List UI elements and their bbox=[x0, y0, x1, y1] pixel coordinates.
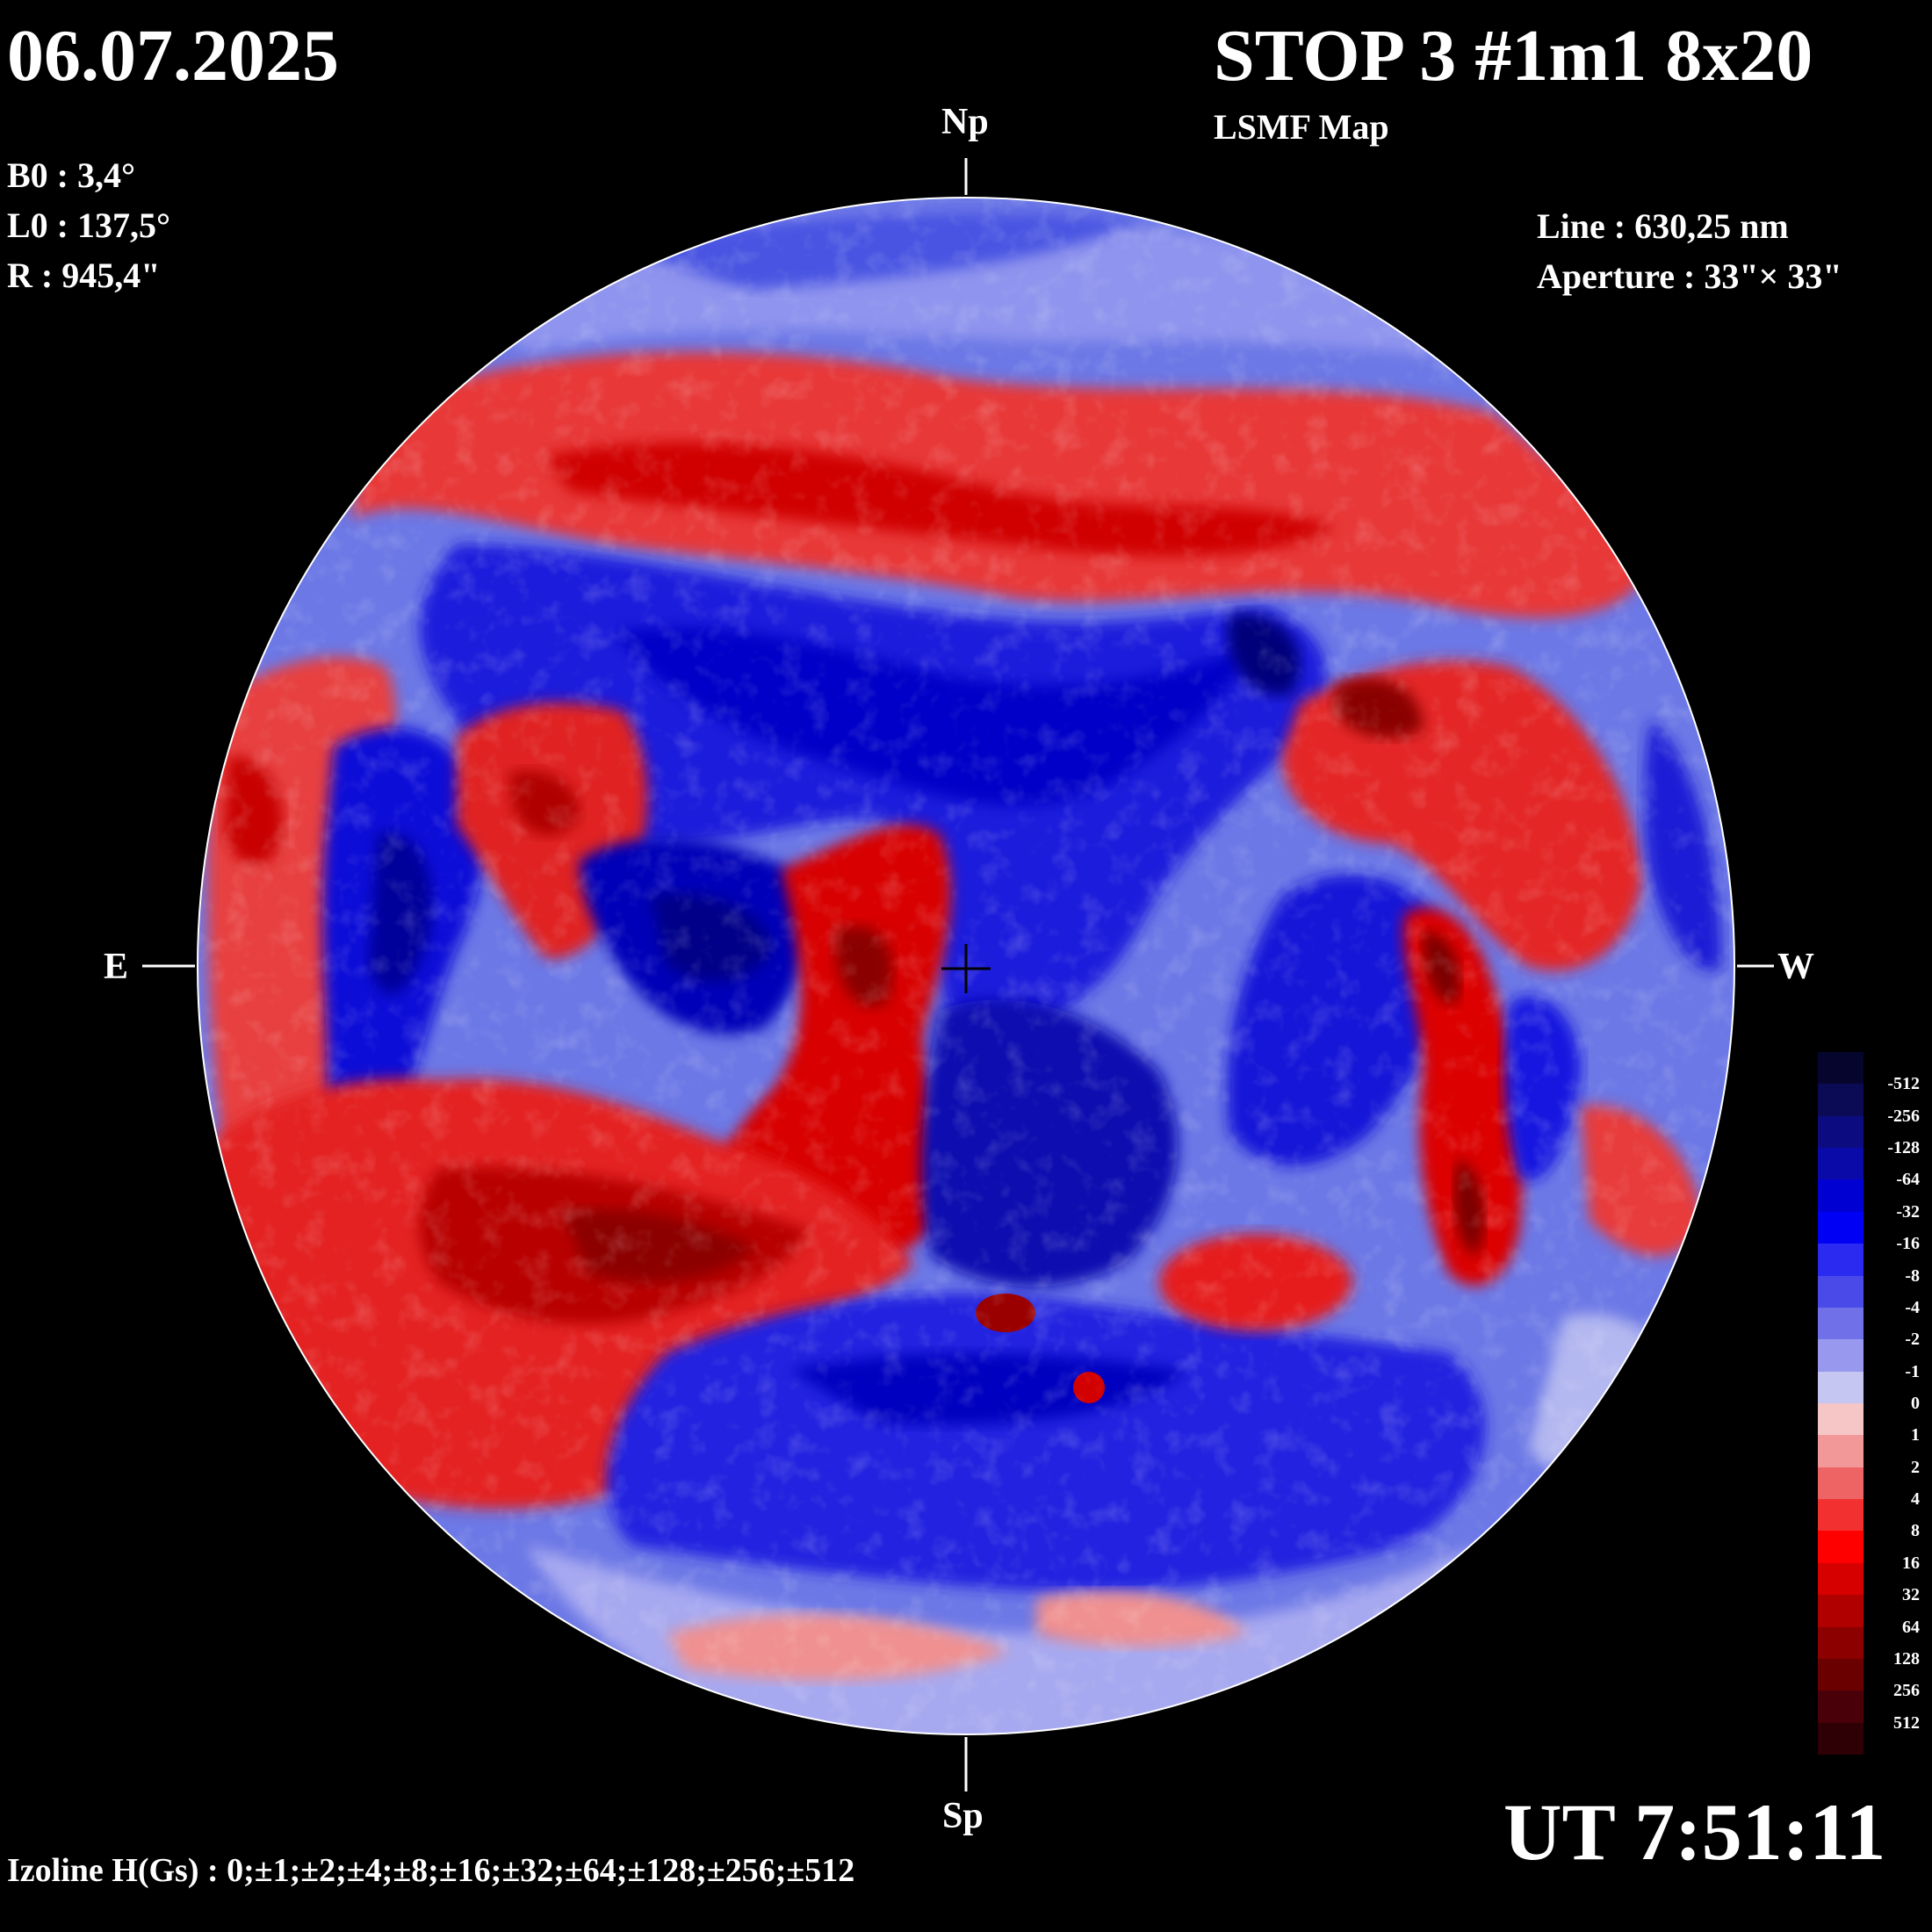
field-strength-color-scale bbox=[1818, 1052, 1864, 1755]
north-pole-label: Np bbox=[941, 102, 989, 142]
color-scale-swatch bbox=[1818, 1052, 1864, 1085]
color-scale-swatch bbox=[1818, 1148, 1864, 1180]
radius-value: R : 945,4" bbox=[7, 256, 161, 295]
color-scale-label: 512 bbox=[1893, 1712, 1920, 1733]
color-scale-swatch bbox=[1818, 1275, 1864, 1308]
color-scale-label: -8 bbox=[1905, 1265, 1920, 1286]
map-subtitle: LSMF Map bbox=[1214, 107, 1389, 147]
color-scale-swatch bbox=[1818, 1084, 1864, 1117]
color-scale-label: 4 bbox=[1911, 1489, 1920, 1510]
color-scale-swatch bbox=[1818, 1595, 1864, 1628]
color-scale-label: -32 bbox=[1896, 1201, 1920, 1222]
color-scale-label: 256 bbox=[1893, 1681, 1920, 1701]
color-scale-swatch bbox=[1818, 1244, 1864, 1277]
aperture-value: Aperture : 33"× 33" bbox=[1537, 256, 1842, 296]
color-scale-swatch bbox=[1818, 1658, 1864, 1691]
map-title: STOP 3 #1m1 8x20 bbox=[1214, 15, 1813, 97]
universal-time: UT 7:51:11 bbox=[1503, 1787, 1886, 1877]
color-scale-swatch bbox=[1818, 1499, 1864, 1532]
color-scale-label: 2 bbox=[1911, 1457, 1920, 1477]
b0-value: B0 : 3,4° bbox=[7, 155, 135, 195]
color-scale-swatch bbox=[1818, 1626, 1864, 1660]
color-scale-swatch bbox=[1818, 1115, 1864, 1149]
color-scale-label: -512 bbox=[1887, 1074, 1920, 1094]
color-scale-swatch bbox=[1818, 1435, 1864, 1468]
color-scale-swatch bbox=[1818, 1179, 1864, 1213]
color-scale-label: 128 bbox=[1893, 1648, 1920, 1669]
east-label: E bbox=[104, 947, 129, 987]
color-scale-label: -64 bbox=[1896, 1170, 1920, 1190]
color-scale-swatch bbox=[1818, 1339, 1864, 1373]
l0-value: L0 : 137,5° bbox=[7, 205, 170, 245]
izoline-levels: Izoline H(Gs) : 0;±1;±2;±4;±8;±16;±32;±6… bbox=[7, 1852, 855, 1889]
color-scale-swatch bbox=[1818, 1307, 1864, 1340]
color-scale-label: -16 bbox=[1896, 1234, 1920, 1254]
color-scale-label: 8 bbox=[1911, 1521, 1920, 1541]
color-scale-label: 16 bbox=[1902, 1553, 1920, 1573]
line-value: Line : 630,25 nm bbox=[1537, 206, 1789, 246]
color-scale-swatch bbox=[1818, 1690, 1864, 1724]
color-scale-swatch bbox=[1818, 1467, 1864, 1500]
color-scale-swatch bbox=[1818, 1211, 1864, 1244]
color-scale-label: 1 bbox=[1911, 1425, 1920, 1445]
color-scale-swatch bbox=[1818, 1722, 1864, 1755]
color-scale-label: -128 bbox=[1887, 1138, 1920, 1158]
color-scale-label: -2 bbox=[1905, 1330, 1920, 1350]
color-scale-label: -1 bbox=[1905, 1361, 1920, 1381]
color-scale-label: 32 bbox=[1902, 1585, 1920, 1605]
color-scale-label: 64 bbox=[1902, 1617, 1920, 1637]
color-scale-swatch bbox=[1818, 1371, 1864, 1404]
disk-center-crosshair bbox=[941, 944, 991, 993]
color-scale-swatch bbox=[1818, 1403, 1864, 1436]
color-scale-label: -4 bbox=[1905, 1297, 1920, 1317]
color-scale-swatch bbox=[1818, 1562, 1864, 1596]
west-label: W bbox=[1777, 947, 1814, 987]
observation-date: 06.07.2025 bbox=[7, 15, 339, 97]
color-scale-label: -256 bbox=[1887, 1106, 1920, 1126]
color-scale-swatch bbox=[1818, 1531, 1864, 1564]
color-scale-label: 0 bbox=[1911, 1394, 1920, 1413]
south-pole-label: Sp bbox=[942, 1796, 984, 1836]
